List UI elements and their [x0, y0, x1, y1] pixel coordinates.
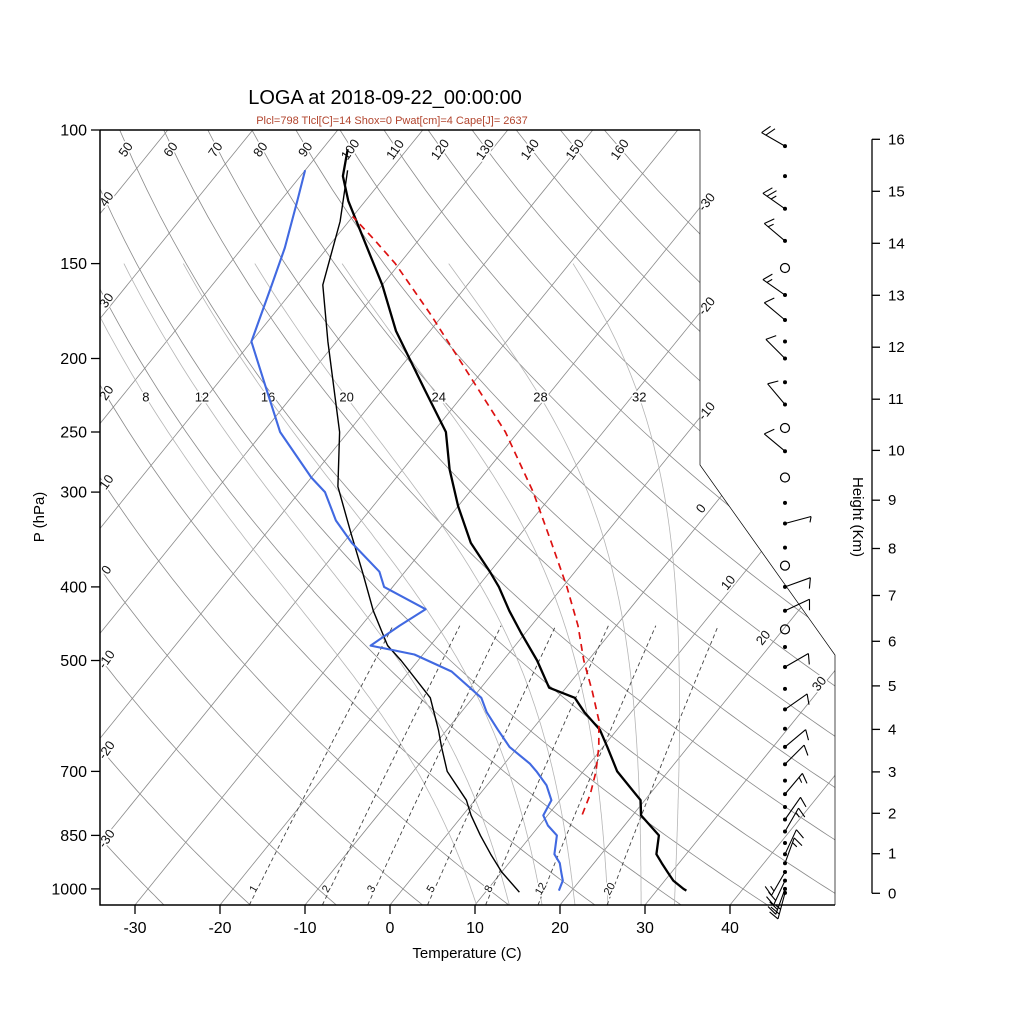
- svg-text:15: 15: [888, 183, 905, 200]
- isotherm-lines: [100, 130, 835, 905]
- temperature-curve: [341, 148, 687, 892]
- svg-text:-20: -20: [95, 738, 118, 762]
- sounding-curves: [250, 148, 687, 893]
- svg-text:-10: -10: [293, 920, 316, 937]
- svg-text:100: 100: [60, 123, 87, 140]
- wet-bulb-curve: [322, 170, 520, 893]
- svg-text:-30: -30: [95, 826, 118, 850]
- y-axis-title-height: Height (Km): [849, 477, 866, 557]
- svg-text:400: 400: [60, 579, 87, 596]
- svg-text:5: 5: [888, 678, 896, 695]
- svg-text:11: 11: [888, 391, 904, 408]
- background-grid: [100, 130, 835, 905]
- svg-text:10: 10: [96, 472, 117, 492]
- chart-subtitle: Plcl=798 Tlcl[C]=14 Shox=0 Pwat[cm]=4 Ca…: [256, 115, 528, 127]
- svg-text:13: 13: [888, 287, 905, 304]
- svg-text:70: 70: [205, 139, 226, 159]
- svg-text:9: 9: [888, 492, 896, 509]
- svg-text:2: 2: [320, 883, 333, 894]
- svg-text:60: 60: [160, 139, 181, 159]
- svg-text:10: 10: [466, 920, 484, 937]
- svg-text:30: 30: [809, 673, 830, 694]
- svg-text:100: 100: [338, 136, 363, 162]
- svg-text:40: 40: [721, 920, 739, 937]
- dry-adiabat-lines: [100, 130, 835, 905]
- svg-text:28: 28: [533, 389, 547, 404]
- chart-title: LOGA at 2018-09-22_00:00:00: [248, 87, 522, 109]
- svg-text:8: 8: [888, 541, 896, 558]
- svg-text:20: 20: [551, 920, 569, 937]
- wind-barbs: [761, 125, 812, 920]
- moist-adiabat-lines: [100, 263, 680, 905]
- svg-text:20: 20: [96, 382, 117, 402]
- svg-text:14: 14: [888, 235, 905, 252]
- height-axis: [871, 138, 880, 894]
- svg-text:40: 40: [96, 189, 117, 209]
- svg-text:0: 0: [386, 920, 395, 937]
- x-axis-title: Temperature (C): [412, 945, 521, 962]
- svg-text:1000: 1000: [51, 881, 87, 898]
- svg-text:0: 0: [693, 501, 709, 516]
- svg-text:500: 500: [60, 653, 87, 670]
- svg-text:7: 7: [888, 588, 896, 605]
- svg-text:20: 20: [339, 389, 353, 404]
- axes: [91, 129, 836, 914]
- svg-text:12: 12: [195, 389, 209, 404]
- svg-text:700: 700: [60, 764, 87, 781]
- svg-text:2: 2: [888, 805, 896, 822]
- svg-text:200: 200: [60, 351, 87, 368]
- svg-text:-10: -10: [95, 647, 118, 671]
- svg-text:-30: -30: [123, 920, 146, 937]
- svg-text:850: 850: [60, 828, 87, 845]
- y-axis-title-pressure: P (hPa): [31, 492, 48, 543]
- mixing-ratio-lines: [248, 625, 719, 905]
- svg-text:300: 300: [60, 485, 87, 502]
- svg-text:16: 16: [888, 131, 905, 148]
- svg-text:150: 150: [562, 136, 587, 162]
- svg-text:250: 250: [60, 425, 87, 442]
- svg-text:150: 150: [60, 256, 87, 273]
- dewpoint-curve: [250, 170, 564, 891]
- svg-text:32: 32: [632, 389, 646, 404]
- parcel-curve: [352, 215, 600, 815]
- svg-text:12: 12: [888, 339, 905, 356]
- svg-text:24: 24: [432, 389, 446, 404]
- chart-render-root: 50 60 70 80 90 100 110 120 130 140 150 160-30-20-10…: [51, 123, 905, 938]
- svg-text:50: 50: [115, 139, 136, 159]
- svg-text:90: 90: [295, 139, 316, 159]
- svg-text:10: 10: [718, 572, 739, 593]
- svg-text:30: 30: [636, 920, 654, 937]
- svg-text:160: 160: [607, 136, 632, 162]
- svg-text:8: 8: [142, 389, 149, 404]
- svg-text:10: 10: [888, 442, 905, 459]
- svg-text:1: 1: [247, 883, 260, 894]
- svg-text:-20: -20: [208, 920, 231, 937]
- svg-text:3: 3: [888, 764, 896, 781]
- svg-text:80: 80: [250, 139, 271, 159]
- svg-text:6: 6: [888, 633, 896, 650]
- svg-text:1: 1: [888, 846, 896, 863]
- svg-text:0: 0: [888, 885, 896, 902]
- svg-text:30: 30: [96, 290, 117, 310]
- svg-text:4: 4: [888, 721, 896, 738]
